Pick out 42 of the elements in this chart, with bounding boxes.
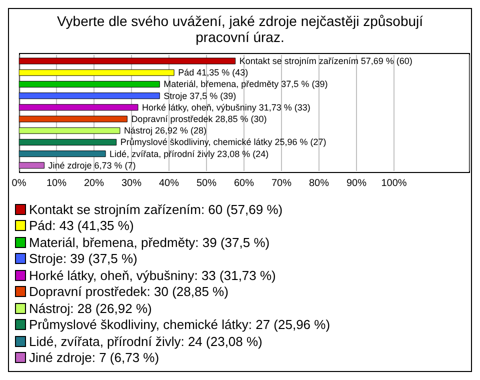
x-tick-label: 70% [271, 178, 292, 190]
text: Dopravní prostředek: 30 (28,85 %) [29, 284, 228, 300]
text: Kontakt se strojním zařízením: 60 (57,69 %) [29, 202, 283, 217]
x-tick-label: 0% [12, 178, 26, 190]
x-tick-label: 20% [84, 178, 104, 190]
text: Materiál, břemena, předměty: 39 (37,5 %) [29, 234, 270, 250]
x-tick-label: 80% [308, 178, 330, 190]
category-label: Materiál, břemena, předměty 37,5 % (39) [164, 79, 328, 90]
category-label: Lidé, zvířata, přírodní živly 23,08 % (24) [110, 148, 269, 159]
category-label: Horké látky, oheň, výbušniny 31,73 % (33) [142, 102, 310, 112]
x-tick-label: 100% [381, 178, 407, 190]
text: Průmyslové škodliviny, chemické látky: 27 (25,96 %) [29, 317, 330, 332]
bar [19, 80, 160, 88]
bar [19, 116, 128, 122]
category-label: Kontakt se strojním zařízením 57,69 % (60) [239, 56, 412, 66]
bar [19, 58, 236, 64]
category-label: Pád 41,35 % (43) [178, 68, 248, 78]
category-label: Nástroj 26,92 % (28) [124, 126, 206, 136]
bar [19, 127, 120, 134]
category-label: Jiné zdroje 6,73 % (7) [48, 160, 136, 170]
text: Nástroj: 28 (26,92 %) [29, 300, 152, 316]
x-tick-label: 10% [46, 178, 67, 190]
bar [19, 138, 117, 146]
text: Horké látky, oheň, výbušniny: 33 (31,73 %) [29, 268, 276, 283]
text: Pád: 43 (41,35 %) [29, 218, 134, 234]
bar [19, 92, 160, 100]
bar [19, 69, 174, 76]
bar [19, 162, 44, 169]
category-label: Průmyslové škodliviny, chemické látky 25,96 % (27) [120, 137, 326, 148]
bar [19, 150, 106, 158]
text: Stroje: 39 (37,5 %) [29, 251, 138, 266]
x-tick-label: 90% [346, 178, 367, 190]
x-tick-label: 60% [234, 178, 254, 190]
category-label: Dopravní prostředek 28,85 % (30) [131, 114, 267, 124]
bar [19, 104, 138, 111]
chart-title: Vyberte dle svého uvážení, jaké zdroje nejčastěji způsobují pracovní úraz. [56, 12, 424, 45]
text: Lidé, zvířata, přírodní živly: 24 (23,08 %) [29, 334, 262, 349]
x-tick-label: 40% [158, 178, 180, 190]
x-tick-label: 30% [121, 178, 142, 190]
x-tick-label: 50% [196, 178, 217, 190]
text: Jiné zdroje: 7 (6,73 %) [29, 350, 160, 366]
category-label: Stroje 37,5 % (39) [164, 90, 236, 101]
